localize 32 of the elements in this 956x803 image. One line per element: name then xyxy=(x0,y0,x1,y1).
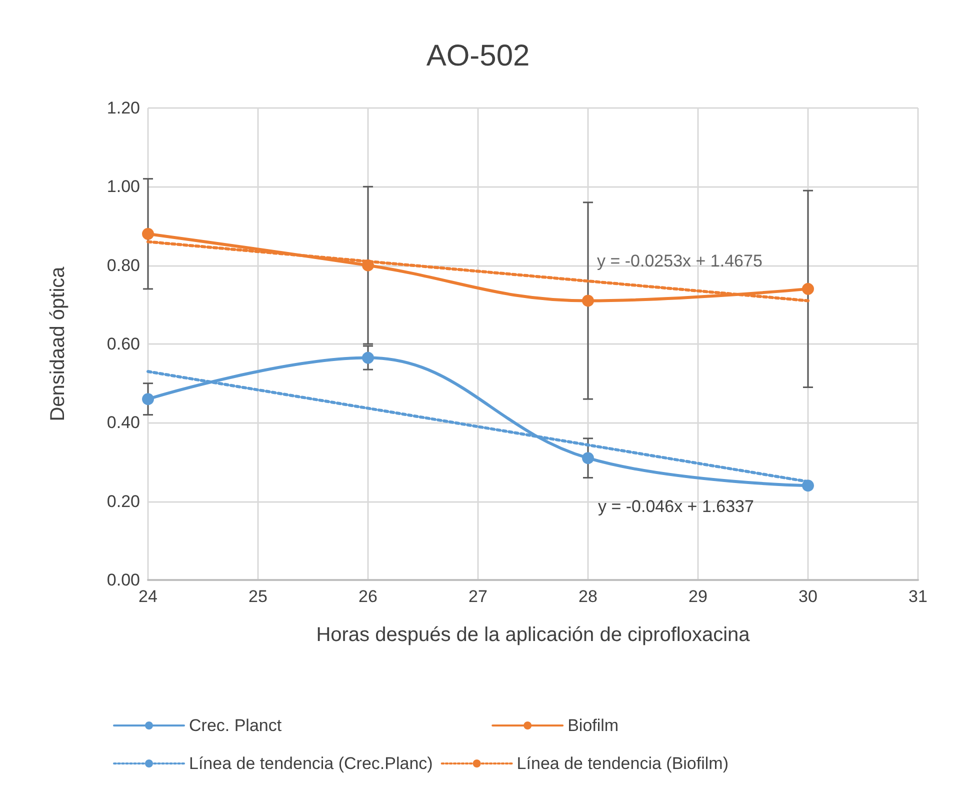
chart-title: AO-502 xyxy=(426,40,530,72)
x-tick-label: 28 xyxy=(578,587,598,606)
annotation: y = -0.0253x + 1.4675 xyxy=(597,252,762,271)
y-tick-label: 0.40 xyxy=(106,413,140,432)
point xyxy=(142,393,154,406)
x-tick-label: 30 xyxy=(798,587,818,606)
annotation: y = -0.046x + 1.6337 xyxy=(598,497,754,516)
legend-label: Línea de tendencia (Biofilm) xyxy=(516,754,728,773)
legend-label: Biofilm xyxy=(568,716,619,735)
point xyxy=(362,259,374,272)
point xyxy=(142,228,154,240)
x-tick-label: 26 xyxy=(358,587,378,606)
point xyxy=(362,352,374,364)
legend-label: Crec. Planct xyxy=(189,716,282,735)
x-tick-label: 24 xyxy=(138,587,158,606)
legend-label: Línea de tendencia (Crec.Planc) xyxy=(189,754,433,773)
y-tick-label: 0.00 xyxy=(106,570,140,590)
x-tick-label: 27 xyxy=(468,587,488,606)
y-tick-label: 0.60 xyxy=(106,334,140,354)
point xyxy=(582,452,594,464)
x-tick-label: 31 xyxy=(908,587,928,606)
x-tick-label: 29 xyxy=(688,587,708,606)
y-tick-label: 1.00 xyxy=(106,177,140,196)
y-axis-title: Densidaad óptica xyxy=(47,266,69,422)
y-tick-label: 0.20 xyxy=(106,492,140,511)
point xyxy=(582,294,594,307)
point xyxy=(802,282,814,295)
y-tick-label: 0.80 xyxy=(106,256,140,275)
x-axis-title: Horas después de la aplicación de ciprofloxacina xyxy=(316,624,751,646)
y-tick-label: 1.20 xyxy=(106,98,140,118)
x-tick-label: 25 xyxy=(248,587,268,606)
point xyxy=(802,480,814,492)
